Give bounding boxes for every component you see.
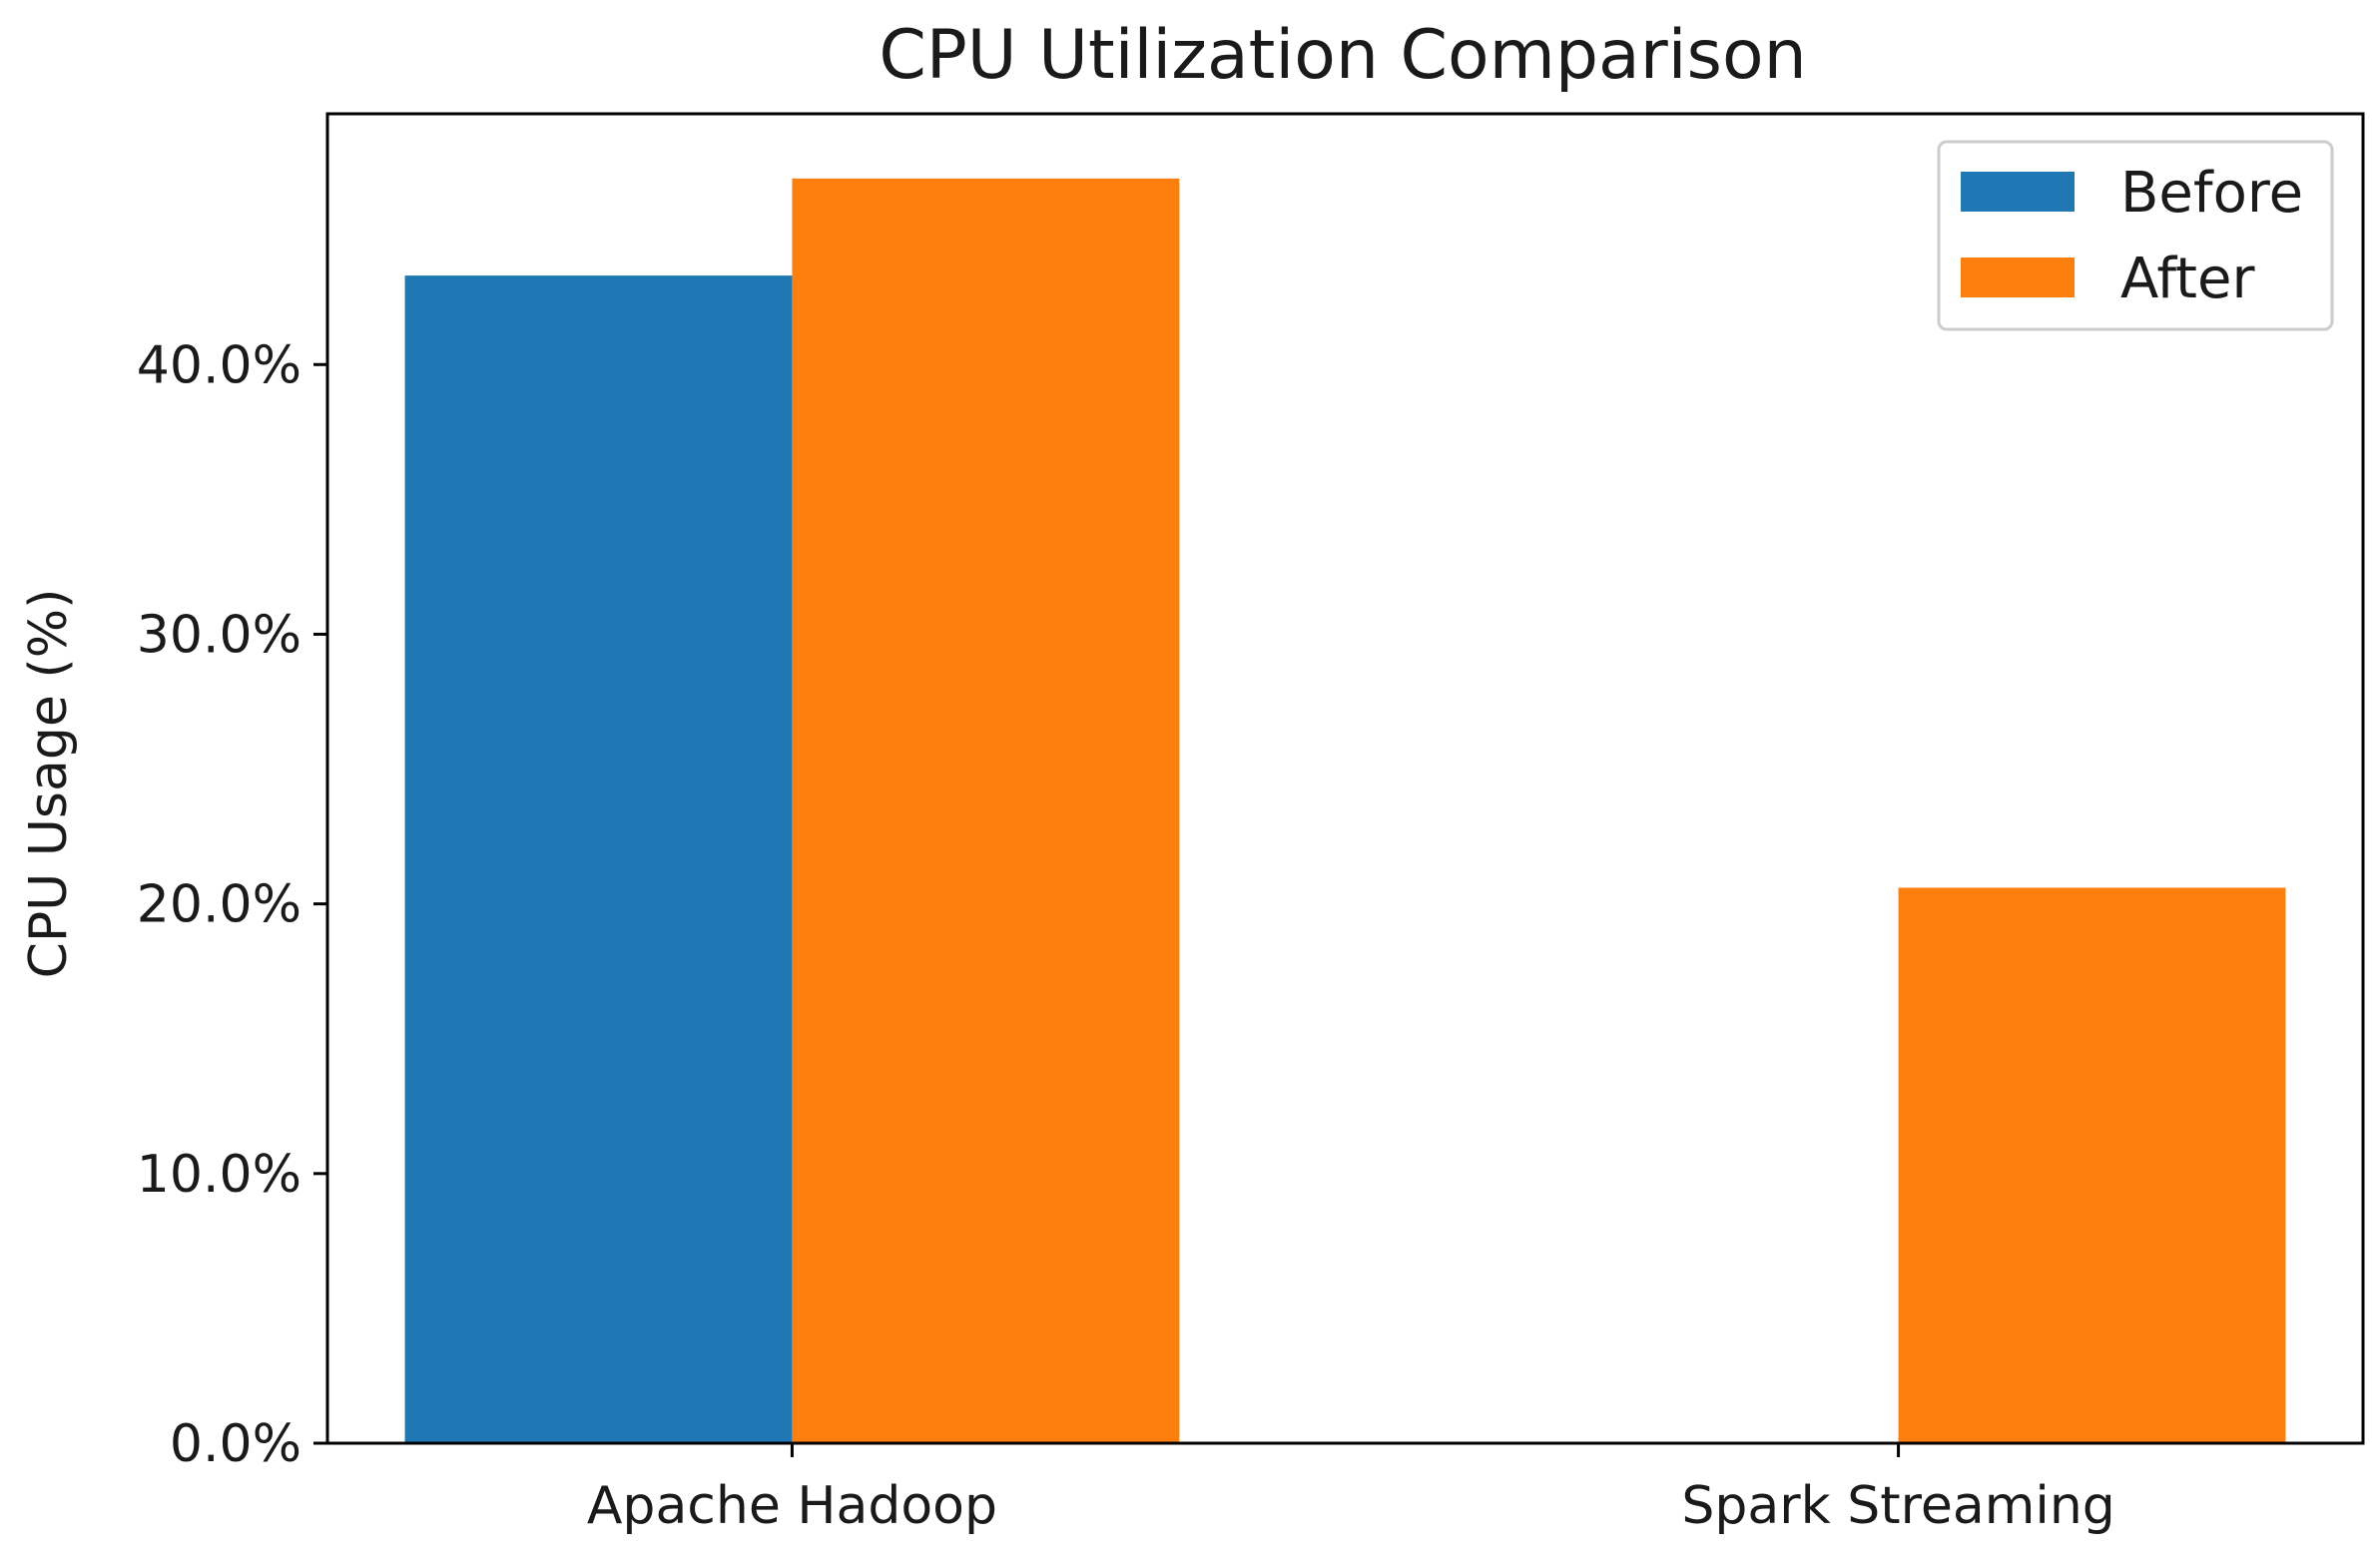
y-tick-label: 20.0% [137,875,301,935]
y-tick-label: 40.0% [137,335,301,395]
plot-frame [325,112,2365,1445]
legend-label-after: After [2120,247,2255,311]
x-axis-ticks: Apache Hadoop Spark Streaming [587,1443,2115,1536]
bar-after-0 [792,178,1180,1444]
x-tick-label: Apache Hadoop [587,1476,997,1536]
bar-before-0 [404,275,793,1444]
bar-after-1 [1898,887,2286,1443]
legend-swatch-before [1961,172,2075,212]
chart-title: CPU Utilization Comparison [879,16,1806,95]
y-axis-label: CPU Usage (%) [19,589,79,979]
y-tick-label: 10.0% [137,1145,301,1205]
legend-swatch-after [1961,258,2075,297]
y-axis-ticks: 0.0% 10.0% 20.0% 30.0% 40.0% [137,335,327,1474]
bars-layer [404,178,2286,1444]
legend-label-before: Before [2120,161,2303,226]
y-tick-label: 30.0% [137,605,301,665]
y-tick-label: 0.0% [170,1414,301,1474]
legend: Before After [1937,140,2334,331]
x-tick-label: Spark Streaming [1681,1476,2114,1536]
